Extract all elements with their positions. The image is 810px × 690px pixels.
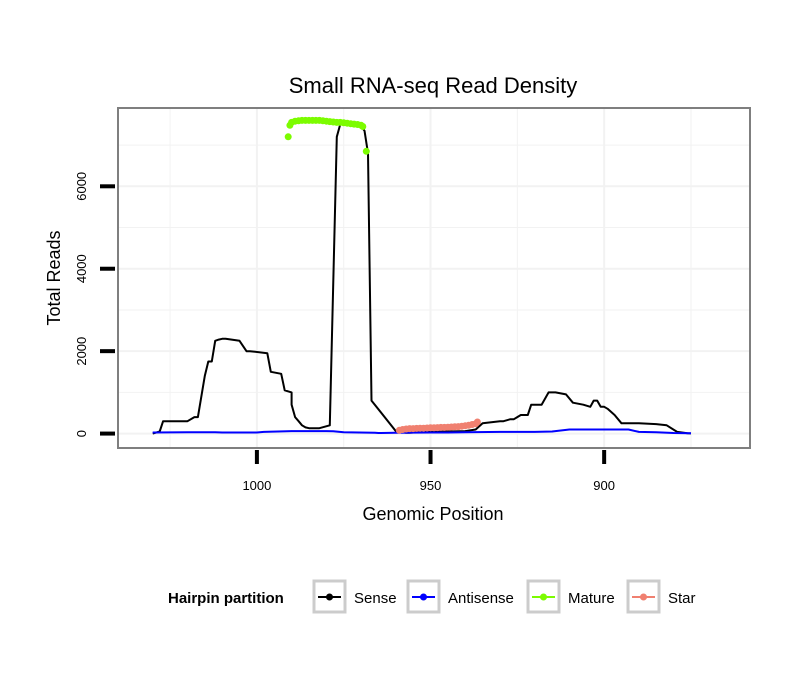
y-tick-label: 2000 <box>74 337 89 366</box>
x-tick-label: 950 <box>420 478 442 493</box>
data-point-mature <box>284 133 292 141</box>
y-axis: 0 2000 4000 6000 <box>74 172 115 437</box>
legend-key-antisense-dot <box>420 593 427 601</box>
legend-item-antisense: Antisense <box>406 579 514 614</box>
plot-border <box>117 107 751 449</box>
x-tick-label: 1000 <box>242 478 271 493</box>
grid-layer <box>118 108 750 448</box>
x-axis-title: Genomic Position <box>362 504 503 524</box>
legend-label-antisense: Antisense <box>448 590 514 607</box>
legend-key-mature-dot <box>540 593 547 601</box>
x-tick-label: 900 <box>593 478 615 493</box>
y-tick-label: 0 <box>74 430 89 437</box>
series-line-antisense <box>152 428 692 435</box>
legend-label-star: Star <box>668 590 696 607</box>
data-point-mature <box>362 147 370 155</box>
data-point-star <box>473 418 481 426</box>
series-layer <box>152 116 692 435</box>
legend-label-sense: Sense <box>354 590 397 607</box>
x-axis: 1000 950 900 <box>242 450 615 493</box>
y-tick-label: 4000 <box>74 254 89 283</box>
legend-key-star-dot <box>640 593 647 601</box>
chart-title: Small RNA-seq Read Density <box>289 73 578 98</box>
y-axis-title: Total Reads <box>44 230 64 325</box>
data-point-mature <box>359 123 367 130</box>
legend-item-star: Star <box>626 579 696 614</box>
legend-item-sense: Sense <box>312 579 397 614</box>
legend-title: Hairpin partition <box>168 590 284 607</box>
y-tick-label: 6000 <box>74 172 89 201</box>
legend-label-mature: Mature <box>568 590 615 607</box>
legend-item-mature: Mature <box>526 579 615 614</box>
legend: Hairpin partition Sense Antisense Mature… <box>168 579 696 614</box>
legend-key-sense-dot <box>326 593 333 601</box>
plot-panel <box>118 108 750 448</box>
